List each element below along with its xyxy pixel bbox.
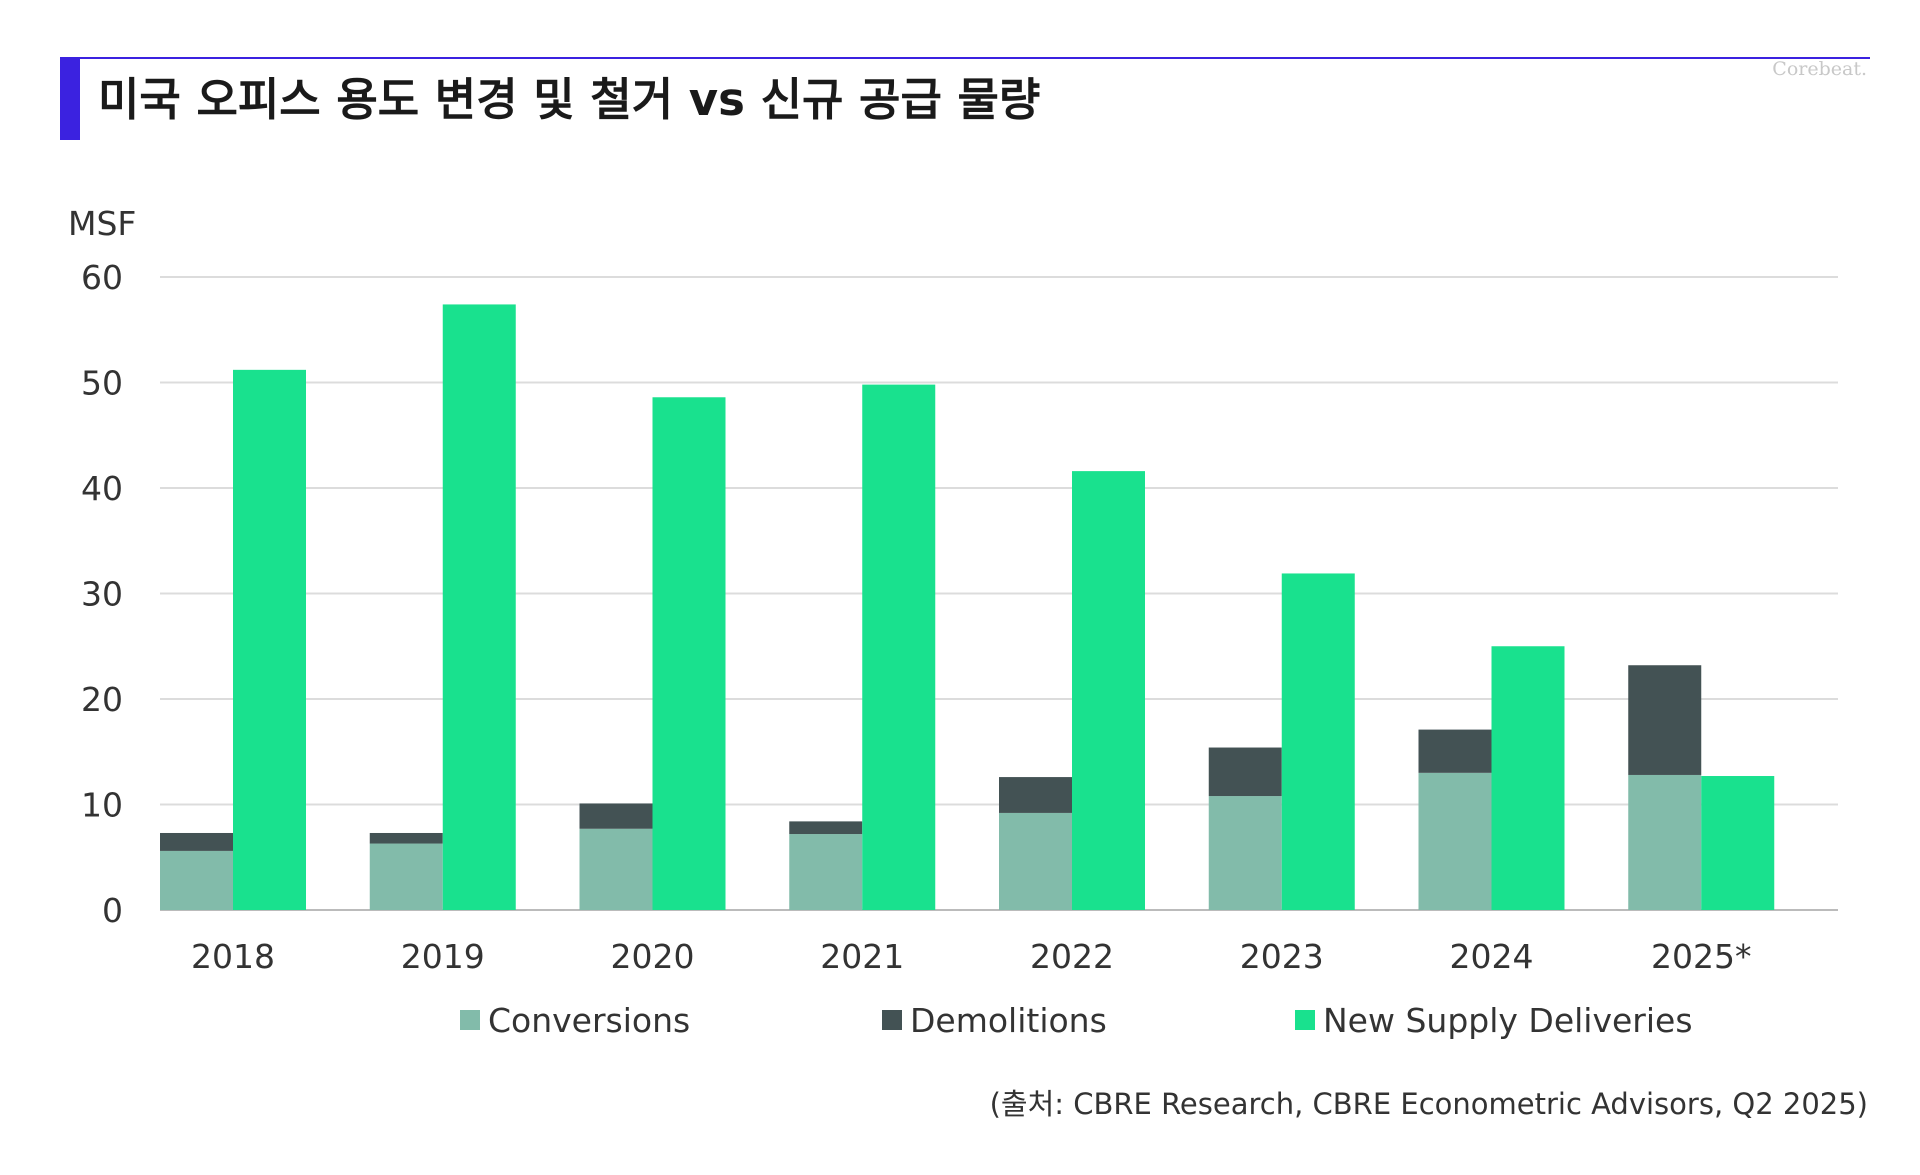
y-tick-label: 60 <box>81 258 123 297</box>
bar-demolitions <box>369 832 443 844</box>
legend-swatch <box>1295 1010 1315 1030</box>
bar-demolitions <box>1208 747 1282 797</box>
bar-conversions <box>999 812 1072 910</box>
x-tick-label: 2021 <box>820 937 904 976</box>
y-tick-label: 10 <box>81 786 123 825</box>
page-title: 미국 오피스 용도 변경 및 철거 vs 신규 공급 물량 <box>98 73 1041 126</box>
x-tick-label: 2020 <box>611 937 695 976</box>
y-axis-unit-label: MSF <box>68 204 136 243</box>
legend-item-new-supply-deliveries: New Supply Deliveries <box>1295 995 1693 1045</box>
source-note: (출처: CBRE Research, CBRE Econometric Adv… <box>989 1087 1868 1121</box>
legend: Conversions Demolitions New Supply Deliver… <box>0 995 1920 1045</box>
watermark: Corebeat. <box>1772 58 1867 80</box>
legend-item-demolitions: Demolitions <box>882 995 1107 1045</box>
legend-swatch <box>882 1010 902 1030</box>
x-tick-label: 2019 <box>401 937 485 976</box>
y-tick-label: 30 <box>81 575 123 614</box>
bar-new-supply-deliveries <box>1701 776 1775 910</box>
bar-conversions <box>789 834 863 910</box>
legend-label: Conversions <box>488 1000 691 1040</box>
x-tick-label: 2024 <box>1450 937 1534 976</box>
bar-demolitions <box>999 777 1072 813</box>
x-axis-ticks: 2018 2019 2020 2021 2022 2023 2024 2025* <box>191 937 1751 976</box>
bar-conversions <box>160 850 233 910</box>
header-rule <box>60 57 1870 59</box>
bar-conversions <box>1208 796 1282 910</box>
bars <box>160 304 1775 911</box>
bar-conversions <box>1418 772 1492 910</box>
bar-new-supply-deliveries <box>862 384 936 910</box>
x-tick-label: 2025* <box>1651 937 1751 976</box>
bar-demolitions <box>789 821 863 835</box>
bar-new-supply-deliveries <box>233 369 306 911</box>
legend-label: Demolitions <box>910 1000 1107 1040</box>
y-tick-label: 20 <box>81 680 123 719</box>
y-tick-label: 0 <box>102 891 123 930</box>
bar-conversions <box>369 843 443 910</box>
bar-conversions <box>579 828 653 910</box>
bar-new-supply-deliveries <box>1281 573 1355 910</box>
bar-new-supply-deliveries <box>1491 646 1565 910</box>
x-tick-label: 2023 <box>1240 937 1324 976</box>
y-tick-label: 50 <box>81 364 123 403</box>
y-axis-ticks: 0 10 20 30 40 50 60 <box>81 258 123 930</box>
legend-label: New Supply Deliveries <box>1323 1000 1693 1040</box>
legend-item-conversions: Conversions <box>460 995 690 1045</box>
x-tick-label: 2018 <box>191 937 275 976</box>
bar-new-supply-deliveries <box>1072 471 1145 910</box>
bar-demolitions <box>1628 665 1702 775</box>
bar-new-supply-deliveries <box>442 304 516 910</box>
legend-swatch <box>460 1010 480 1030</box>
bar-demolitions <box>160 832 233 851</box>
header-accent-bar <box>60 57 80 140</box>
bar-demolitions <box>1418 729 1492 773</box>
x-tick-label: 2022 <box>1030 937 1114 976</box>
bar-demolitions <box>579 803 653 829</box>
bar-conversions <box>1628 774 1702 910</box>
y-tick-label: 40 <box>81 469 123 508</box>
bar-new-supply-deliveries <box>652 397 726 910</box>
